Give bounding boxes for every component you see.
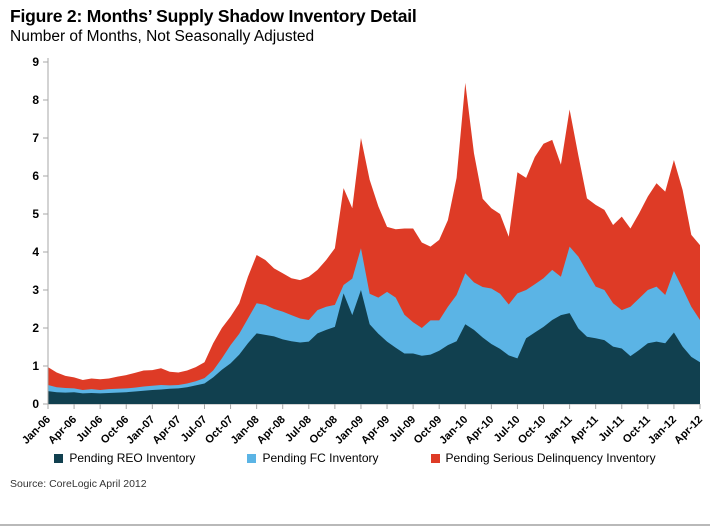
- y-tick-label: 2: [32, 321, 39, 335]
- chart-title: Figure 2: Months’ Supply Shadow Inventor…: [10, 6, 417, 26]
- bottom-rule: [0, 524, 710, 526]
- x-tick-label: Jan-12: [646, 414, 679, 447]
- legend: Pending REO Inventory Pending FC Invento…: [0, 451, 710, 465]
- stacked-area-plot: 0123456789Jan-06Apr-06Jul-06Oct-06Jan-07…: [20, 55, 705, 447]
- y-tick-label: 8: [32, 93, 39, 107]
- x-tick-label: Apr-09: [359, 414, 392, 447]
- x-tick-label: Jan-09: [333, 414, 366, 447]
- legend-label-reo: Pending REO Inventory: [69, 451, 196, 465]
- x-tick-label: Apr-06: [46, 414, 79, 447]
- fc-swatch-icon: [247, 453, 257, 463]
- legend-item-reo: Pending REO Inventory: [54, 451, 195, 465]
- reo-swatch-icon: [54, 453, 64, 463]
- x-tick-label: Apr-08: [255, 414, 288, 447]
- sd-swatch-icon: [430, 453, 440, 463]
- legend-item-sd: Pending Serious Delinquency Inventory: [430, 451, 656, 465]
- y-tick-label: 0: [32, 397, 39, 411]
- legend-label-fc: Pending FC Inventory: [262, 451, 379, 465]
- legend-item-fc: Pending FC Inventory: [247, 451, 379, 465]
- y-tick-label: 6: [32, 169, 39, 183]
- y-tick-label: 3: [32, 283, 39, 297]
- x-tick-label: Jan-06: [20, 414, 53, 447]
- x-tick-label: Apr-11: [568, 414, 601, 447]
- legend-label-sd: Pending Serious Delinquency Inventory: [445, 451, 656, 465]
- chart-subtitle: Number of Months, Not Seasonally Adjuste…: [10, 28, 315, 45]
- x-tick-label: Jan-11: [542, 414, 575, 447]
- x-tick-label: Jan-10: [437, 414, 470, 447]
- x-tick-label: Apr-07: [150, 414, 183, 447]
- x-tick-label: Apr-10: [463, 414, 496, 447]
- y-tick-label: 1: [32, 359, 39, 373]
- x-tick-label: Oct-10: [516, 414, 549, 447]
- source-note: Source: CoreLogic April 2012: [10, 478, 147, 490]
- y-tick-label: 5: [32, 207, 39, 221]
- x-tick-label: Apr-12: [672, 414, 705, 447]
- y-tick-label: 9: [32, 55, 39, 69]
- area-pending-reo: [48, 290, 700, 404]
- y-tick-label: 7: [32, 131, 39, 145]
- x-tick-label: Jan-08: [229, 414, 262, 447]
- x-tick-label: Jan-07: [124, 414, 157, 447]
- y-tick-label: 4: [32, 245, 39, 259]
